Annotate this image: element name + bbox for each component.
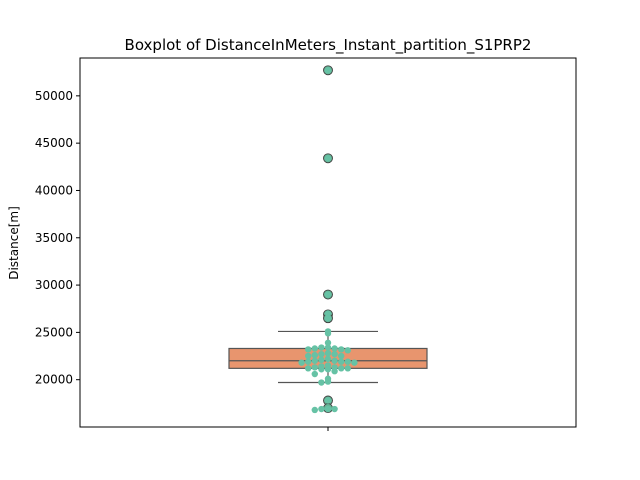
swarm-point xyxy=(305,365,312,372)
swarm-point xyxy=(324,378,332,385)
swarm-point xyxy=(311,357,318,364)
points-layer xyxy=(298,65,358,414)
y-tick-label: 40000 xyxy=(35,183,73,197)
swarm-point xyxy=(324,339,332,346)
swarm-point xyxy=(324,350,332,357)
swarm-point xyxy=(324,314,332,322)
swarm-point xyxy=(331,350,338,358)
y-tick-label: 20000 xyxy=(35,373,73,387)
y-axis-label: Distance[m] xyxy=(7,206,21,280)
swarm-point xyxy=(324,330,332,337)
swarm-point xyxy=(338,365,345,372)
swarm-point xyxy=(311,351,318,359)
swarm-point xyxy=(324,397,332,404)
swarm-point xyxy=(318,350,325,358)
swarm-point xyxy=(318,366,325,373)
plot-area xyxy=(79,57,577,428)
swarm-point xyxy=(344,365,351,372)
swarm-point xyxy=(324,366,332,373)
swarm-point xyxy=(324,67,332,74)
y-axis: 20000 25000 30000 35000 40000 45000 50000 xyxy=(35,89,80,387)
swarm-point xyxy=(311,345,318,352)
swarm-point xyxy=(344,358,351,365)
chart-title: Boxplot of DistanceInMeters_Instant_part… xyxy=(125,36,532,55)
swarm-point xyxy=(305,352,312,360)
y-tick-label: 35000 xyxy=(35,231,73,245)
swarm-point xyxy=(324,344,332,351)
swarm-point xyxy=(311,406,318,414)
swarm-point xyxy=(298,359,305,366)
swarm-point xyxy=(324,405,332,413)
swarm-point xyxy=(331,357,338,364)
swarm-point xyxy=(311,370,318,378)
swarm-point xyxy=(311,364,318,371)
y-tick-label: 25000 xyxy=(35,325,73,339)
swarm-point xyxy=(338,346,345,353)
swarm-point xyxy=(324,291,332,298)
y-tick-label: 30000 xyxy=(35,278,73,292)
swarm-point xyxy=(318,356,325,364)
swarm-point xyxy=(331,405,338,413)
swarm-point xyxy=(305,358,312,365)
swarm-point xyxy=(338,352,345,360)
swarm-point xyxy=(324,155,332,162)
swarm-point xyxy=(318,379,325,386)
swarm-point xyxy=(318,405,325,413)
swarm-point xyxy=(324,310,332,317)
swarm-point xyxy=(351,359,358,366)
swarm-point xyxy=(305,346,312,353)
y-tick-label: 45000 xyxy=(35,136,73,150)
swarm-point xyxy=(324,355,332,363)
swarm-point xyxy=(318,344,325,351)
swarm-point xyxy=(344,347,351,354)
swarm-point xyxy=(338,358,345,365)
swarm-point xyxy=(331,345,338,352)
y-tick-label: 50000 xyxy=(35,89,73,103)
swarm-point xyxy=(331,367,338,375)
